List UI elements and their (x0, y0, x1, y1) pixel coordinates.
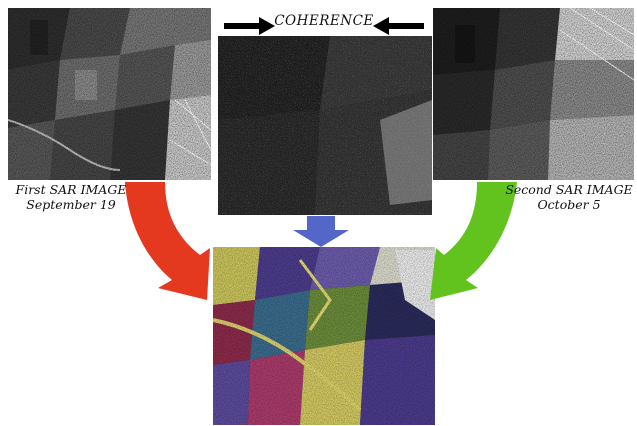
first-sar-image (8, 8, 211, 180)
coherence-label: COHERENCE (274, 13, 374, 29)
red-curved-arrow (125, 182, 210, 300)
second-sar-image (433, 8, 634, 180)
second-image-date: October 5 (537, 197, 601, 212)
right-black-arrow (373, 17, 424, 35)
color-composite-image (213, 247, 435, 425)
coherence-image (218, 36, 432, 215)
left-black-arrow (224, 17, 275, 35)
blue-down-arrow (293, 216, 349, 247)
second-image-title: Second SAR IMAGE (505, 182, 633, 197)
first-image-title: First SAR IMAGE (15, 182, 127, 197)
second-image-caption: Second SAR IMAGE October 5 (505, 182, 633, 212)
first-image-caption: First SAR IMAGE September 19 (8, 182, 134, 212)
first-image-date: September 19 (26, 197, 116, 212)
green-curved-arrow (430, 182, 517, 300)
